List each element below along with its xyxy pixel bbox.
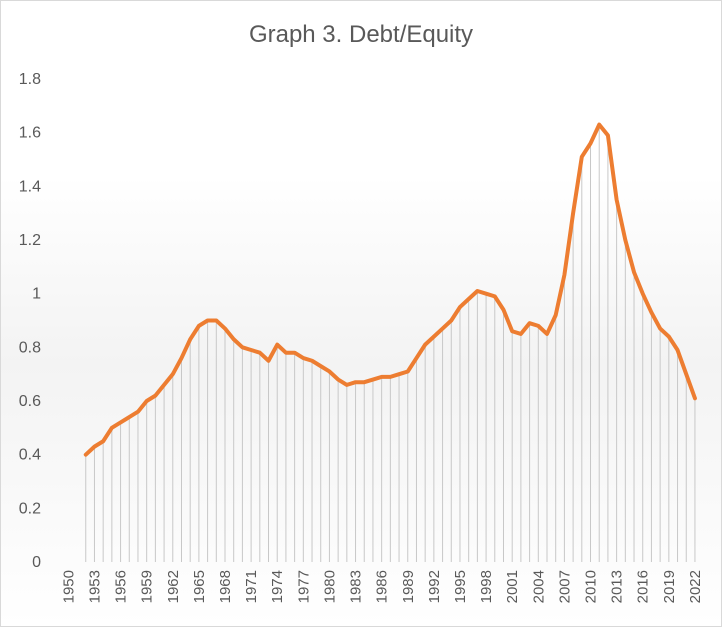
x-tick-label: 2001 [504,570,521,603]
x-tick-label: 1959 [139,570,156,603]
y-axis: 0 0.2 0.4 0.6 0.8 1 1.2 1.4 1.6 1.8 [19,71,41,571]
x-tick-label: 2004 [530,570,547,603]
x-tick-label: 1953 [86,570,103,603]
x-tick-label: 1956 [113,570,130,603]
y-tick-label: 1.8 [19,71,41,88]
x-tick-label: 1998 [478,570,495,603]
y-tick-label: 1 [32,286,41,303]
x-tick-label: 1977 [295,570,312,603]
x-tick-label: 2019 [661,570,678,603]
x-tick-label: 1974 [269,570,286,603]
y-tick-label: 0.2 [19,500,41,517]
y-tick-label: 0.6 [19,393,41,410]
x-tick-label: 1983 [348,570,365,603]
y-tick-label: 0.4 [19,447,41,464]
x-tick-label: 1992 [426,570,443,603]
series-layer [83,122,697,457]
drop-lines [85,124,696,562]
x-tick-label: 2016 [635,570,652,603]
x-axis: 1950 1953 1956 1959 1962 1965 1968 1971 1974 1977… [60,570,704,603]
x-tick-label: 1995 [452,570,469,603]
x-tick-label: 1968 [217,570,234,603]
x-tick-label: 2007 [556,570,573,603]
series-line [83,122,697,457]
x-tick-label: 1971 [243,570,260,603]
x-tick-label: 1989 [400,570,417,603]
y-tick-label: 0 [32,554,41,571]
x-tick-label: 1962 [165,570,182,603]
x-tick-label: 1950 [60,570,77,603]
x-tick-label: 2022 [687,570,704,603]
x-tick-label: 2013 [609,570,626,603]
x-tick-label: 1965 [191,570,208,603]
x-tick-label: 1980 [321,570,338,603]
chart-title: Graph 3. Debt/Equity [248,21,474,48]
x-tick-label: 1986 [374,570,391,603]
y-tick-label: 1.6 [19,125,41,142]
y-tick-label: 1.4 [19,178,41,195]
x-tick-label: 2010 [583,570,600,603]
y-tick-label: 0.8 [19,339,41,356]
y-tick-label: 1.2 [19,232,41,249]
